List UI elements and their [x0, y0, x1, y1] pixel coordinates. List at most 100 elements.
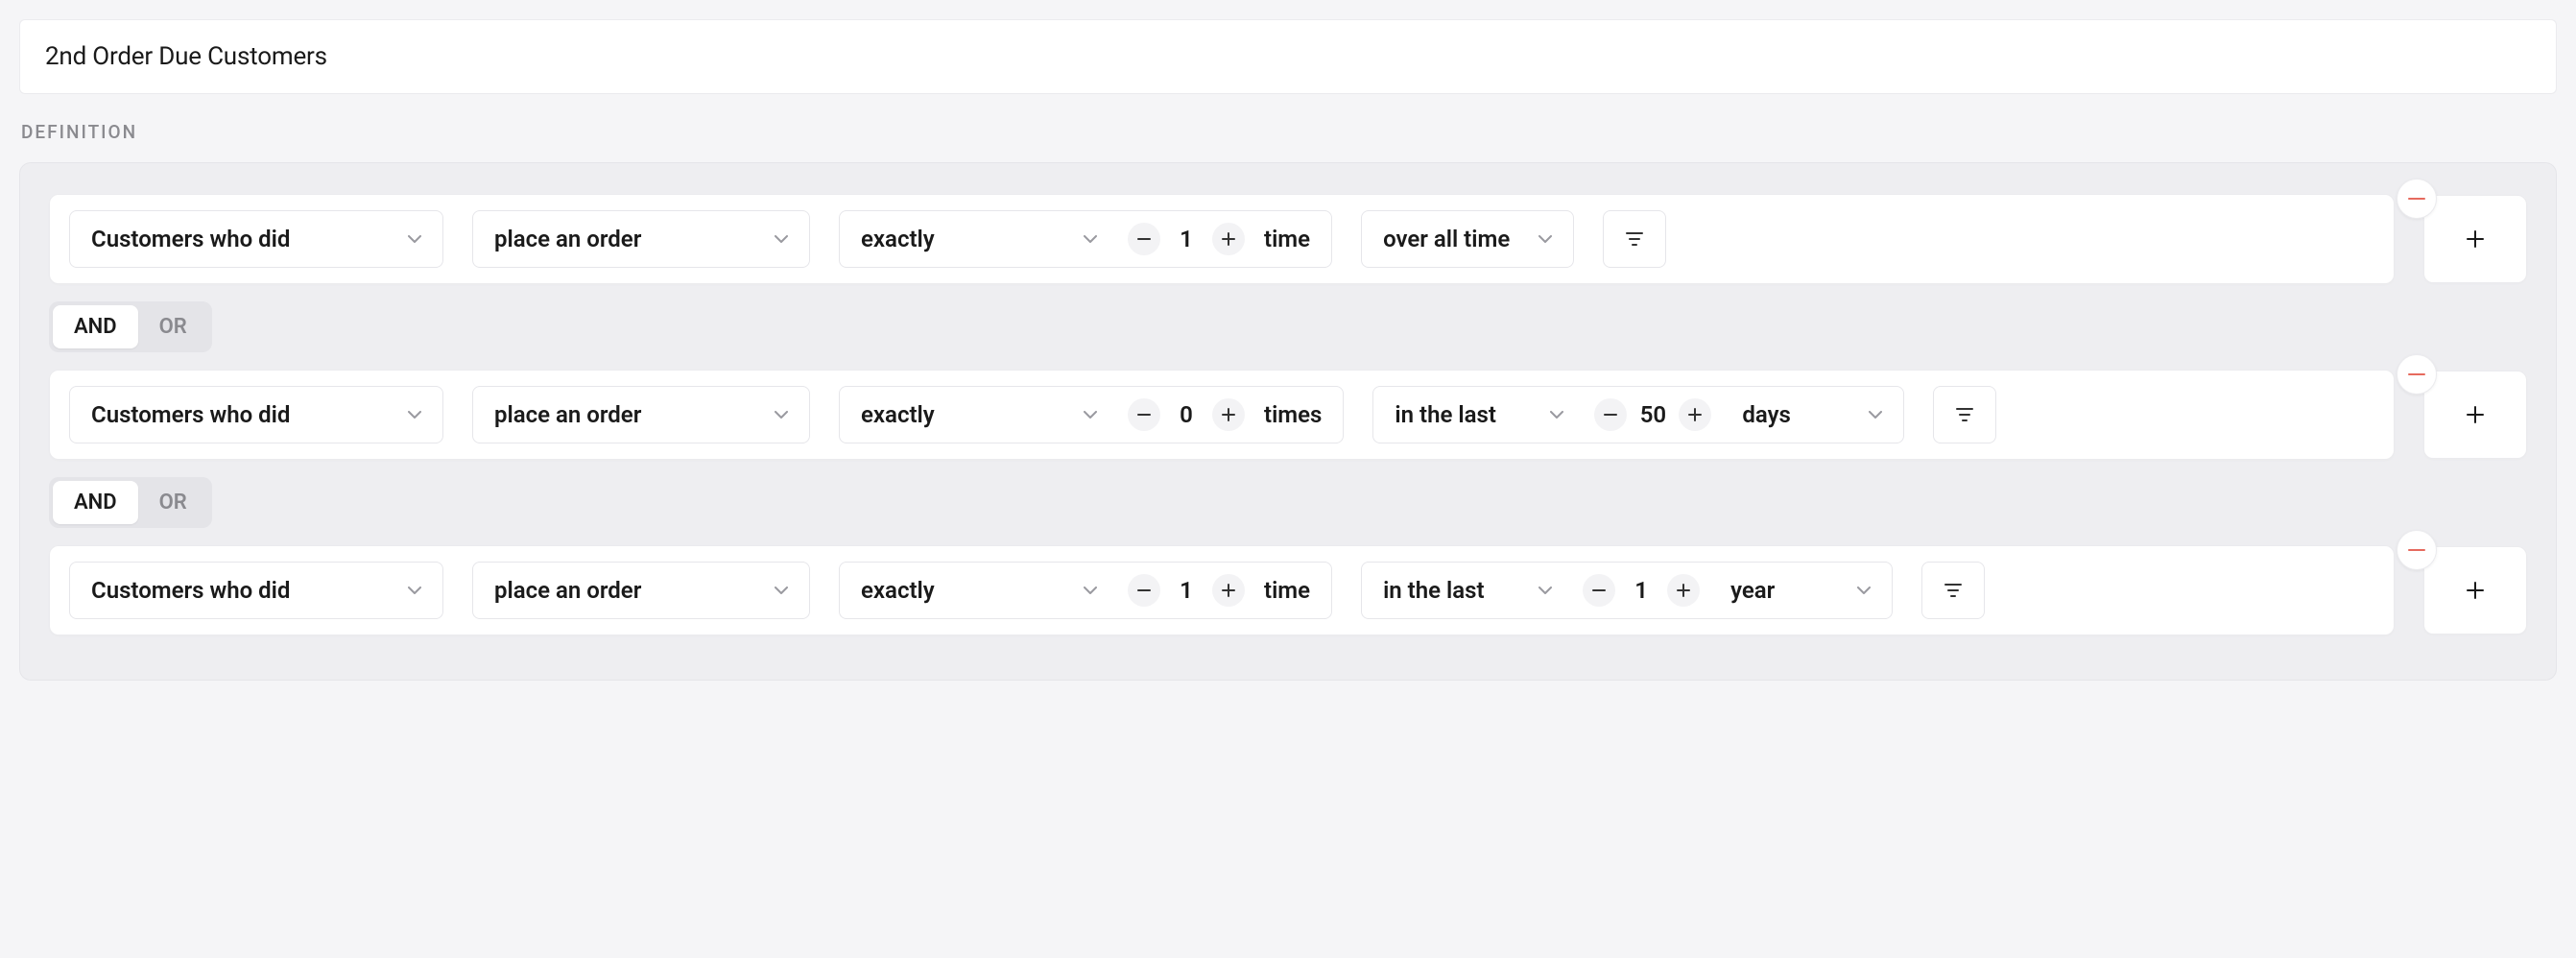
combiner-toggle[interactable]: AND OR: [49, 477, 212, 528]
filter-icon: [1955, 406, 1974, 423]
combiner-and[interactable]: AND: [53, 481, 138, 524]
increment-button[interactable]: [1667, 574, 1700, 607]
increment-button[interactable]: [1212, 574, 1245, 607]
chevron-down-icon: [1084, 411, 1097, 419]
combiner-or[interactable]: OR: [138, 481, 208, 524]
increment-button[interactable]: [1679, 398, 1711, 431]
timerange-select[interactable]: in the last: [1362, 563, 1573, 618]
subject-select[interactable]: Customers who did: [69, 210, 443, 268]
timerange-select[interactable]: in the last: [1373, 387, 1585, 443]
subject-select[interactable]: Customers who did: [69, 386, 443, 443]
operator-select[interactable]: exactly: [840, 211, 1118, 267]
timerange-select[interactable]: over all time: [1362, 211, 1573, 267]
action-value: place an order: [494, 401, 641, 428]
chevron-down-icon: [1869, 411, 1882, 419]
duration-unit-select[interactable]: year: [1709, 563, 1892, 618]
decrement-button[interactable]: [1128, 574, 1160, 607]
chevron-down-icon: [1857, 587, 1871, 594]
decrement-button[interactable]: [1128, 223, 1160, 255]
remove-rule-button[interactable]: [2397, 354, 2437, 395]
chevron-down-icon: [408, 235, 421, 243]
combiner-and[interactable]: AND: [53, 305, 138, 348]
filter-icon: [1625, 230, 1644, 248]
decrement-button[interactable]: [1128, 398, 1160, 431]
count-value[interactable]: 1: [1160, 226, 1212, 252]
count-group: exactly 1 time: [839, 210, 1332, 268]
combiner-or[interactable]: OR: [138, 305, 208, 348]
remove-rule-button[interactable]: [2397, 179, 2437, 219]
count-unit: times: [1254, 401, 1343, 428]
decrement-button[interactable]: [1583, 574, 1615, 607]
chevron-down-icon: [1538, 587, 1552, 594]
filter-button[interactable]: [1921, 562, 1985, 619]
subject-select[interactable]: Customers who did: [69, 562, 443, 619]
minus-icon: [2408, 549, 2425, 551]
duration-stepper: 50: [1585, 398, 1721, 431]
count-stepper: 1: [1118, 574, 1254, 607]
duration-unit-value: days: [1742, 401, 1790, 428]
segment-title-bar: 2nd Order Due Customers: [19, 19, 2557, 94]
minus-icon: [2408, 373, 2425, 375]
rule-card: Customers who did place an order exactly…: [49, 545, 2395, 635]
action-value: place an order: [494, 226, 641, 252]
action-value: place an order: [494, 577, 641, 604]
count-stepper: 0: [1118, 398, 1254, 431]
count-group: exactly 0 times: [839, 386, 1344, 443]
count-value[interactable]: 1: [1160, 577, 1212, 604]
duration-stepper: 1: [1573, 574, 1709, 607]
count-unit: time: [1254, 226, 1331, 252]
operator-select[interactable]: exactly: [840, 563, 1118, 618]
operator-value: exactly: [861, 401, 935, 428]
plus-icon: [2464, 403, 2487, 426]
count-group: exactly 1 time: [839, 562, 1332, 619]
rule-line: Customers who did place an order exactly…: [49, 545, 2527, 635]
timerange-value: in the last: [1395, 401, 1495, 428]
rule-card: Customers who did place an order exactly…: [49, 194, 2395, 284]
plus-icon: [2464, 228, 2487, 251]
segment-title[interactable]: 2nd Order Due Customers: [45, 42, 2531, 71]
timerange-group: in the last 50 days: [1372, 386, 1904, 443]
definition-section-label: DEFINITION: [21, 121, 2557, 143]
duration-unit-value: year: [1730, 577, 1775, 604]
operator-select[interactable]: exactly: [840, 387, 1118, 443]
chevron-down-icon: [408, 411, 421, 419]
definition-panel: Customers who did place an order exactly…: [19, 162, 2557, 681]
increment-button[interactable]: [1212, 398, 1245, 431]
filter-button[interactable]: [1933, 386, 1996, 443]
operator-value: exactly: [861, 577, 935, 604]
combiner-toggle[interactable]: AND OR: [49, 301, 212, 352]
chevron-down-icon: [775, 587, 788, 594]
count-value[interactable]: 0: [1160, 401, 1212, 428]
chevron-down-icon: [1084, 587, 1097, 594]
plus-icon: [2464, 579, 2487, 602]
action-select[interactable]: place an order: [472, 562, 810, 619]
remove-rule-button[interactable]: [2397, 530, 2437, 570]
timerange-value: over all time: [1383, 226, 1510, 252]
timerange-group: over all time: [1361, 210, 1574, 268]
increment-button[interactable]: [1212, 223, 1245, 255]
subject-value: Customers who did: [91, 577, 290, 604]
duration-value[interactable]: 1: [1615, 577, 1667, 604]
filter-button[interactable]: [1603, 210, 1666, 268]
chevron-down-icon: [408, 587, 421, 594]
chevron-down-icon: [1538, 235, 1552, 243]
filter-icon: [1944, 582, 1963, 599]
chevron-down-icon: [1084, 235, 1097, 243]
operator-value: exactly: [861, 226, 935, 252]
chevron-down-icon: [775, 411, 788, 419]
add-rule-button[interactable]: [2423, 195, 2527, 283]
add-rule-button[interactable]: [2423, 546, 2527, 635]
count-unit: time: [1254, 577, 1331, 604]
minus-icon: [2408, 198, 2425, 200]
rule-line: Customers who did place an order exactly…: [49, 370, 2527, 460]
action-select[interactable]: place an order: [472, 386, 810, 443]
decrement-button[interactable]: [1594, 398, 1627, 431]
chevron-down-icon: [775, 235, 788, 243]
timerange-group: in the last 1 year: [1361, 562, 1893, 619]
add-rule-button[interactable]: [2423, 371, 2527, 459]
count-stepper: 1: [1118, 223, 1254, 255]
action-select[interactable]: place an order: [472, 210, 810, 268]
duration-value[interactable]: 50: [1627, 401, 1679, 428]
rule-card: Customers who did place an order exactly…: [49, 370, 2395, 460]
duration-unit-select[interactable]: days: [1721, 387, 1903, 443]
